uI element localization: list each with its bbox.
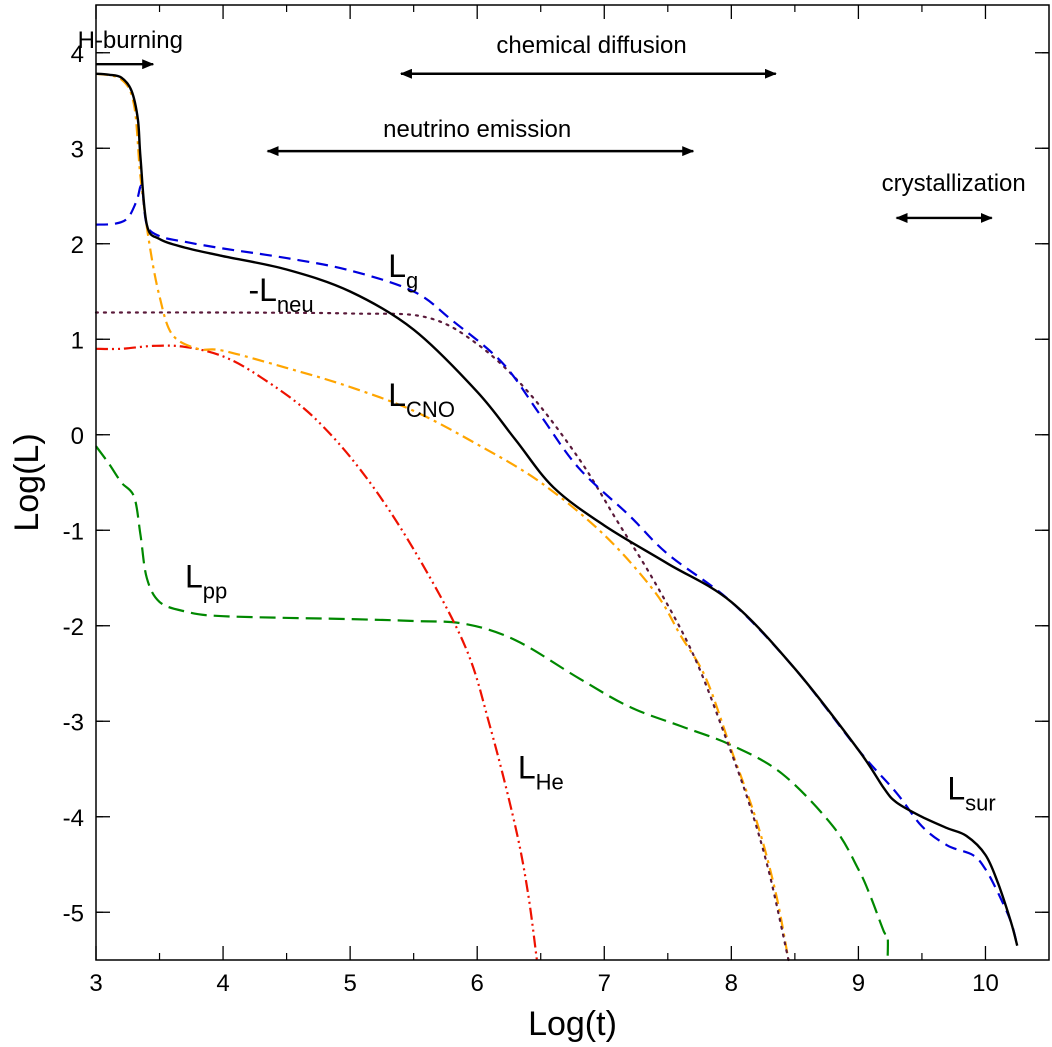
curve-label: LHe: [518, 750, 564, 795]
series-line-he: [95, 344, 538, 961]
y-tick-label: -4: [63, 805, 84, 832]
annotations-layer: H-burning chemical diffusion neutrino emis…: [78, 27, 1026, 223]
y-tick-label: -1: [63, 518, 84, 545]
y-tick-label: -2: [63, 614, 84, 641]
x-tick-label: 3: [89, 970, 102, 997]
y-tick-label: 1: [71, 327, 84, 354]
curve-label: LCNO: [388, 377, 455, 422]
phase-label: neutrino emission: [383, 116, 571, 143]
series-line-g: [95, 184, 1019, 946]
series-line-neu: [94, 311, 790, 962]
y-tick-label: 3: [71, 136, 84, 163]
x-tick-label: 8: [725, 970, 738, 997]
x-tick-label: 10: [972, 970, 999, 997]
series-line-pp: [95, 445, 890, 961]
y-tick-label: 2: [71, 232, 84, 259]
phase-label: H-burning: [78, 27, 183, 54]
x-tick-label: 4: [216, 970, 229, 997]
phase-label: crystallization: [882, 170, 1026, 197]
x-tick-label: 7: [598, 970, 611, 997]
y-tick-label: -5: [63, 900, 84, 927]
curve-labels-layer: Lg -Lneu LCNO Lpp LHe Lsur: [185, 248, 996, 815]
plot-frame: [95, 4, 1050, 961]
x-tick-label: 6: [471, 970, 484, 997]
curve-label: Lpp: [185, 559, 227, 604]
x-axis-title: Log(t): [528, 1005, 617, 1043]
curve-label: Lg: [388, 248, 418, 293]
curve-label: -Lneu: [248, 272, 313, 317]
curves-layer: [94, 72, 1019, 962]
y-tick-label: 4: [71, 41, 84, 68]
y-tick-label: 0: [71, 423, 84, 450]
series-line-cno: [95, 72, 790, 961]
x-tick-label: 9: [852, 970, 865, 997]
series-line-sur: [95, 72, 1019, 946]
phase-label: chemical diffusion: [496, 32, 686, 59]
curve-label: Lsur: [947, 771, 995, 816]
y-tick-label: -3: [63, 709, 84, 736]
x-tick-label: 5: [343, 970, 356, 997]
y-axis-title: Log(L): [8, 433, 46, 531]
